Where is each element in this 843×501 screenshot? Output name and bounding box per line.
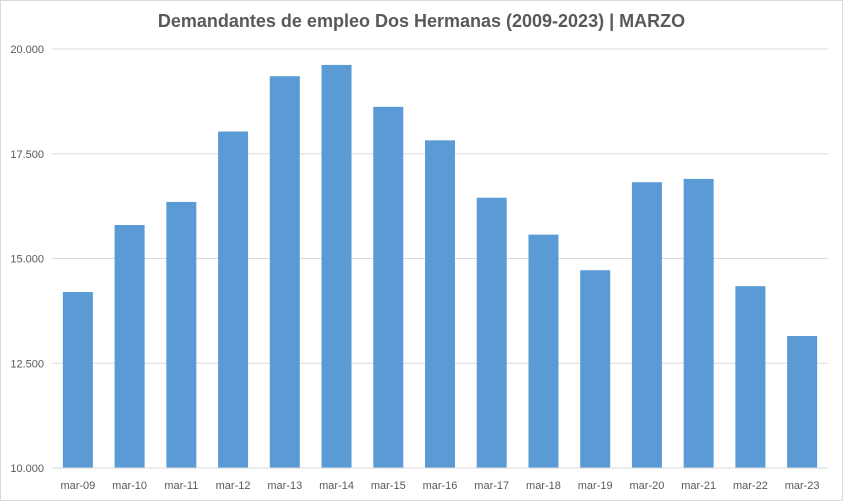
x-tick-label: mar-18 — [526, 480, 561, 492]
y-tick-label: 15.000 — [10, 254, 44, 266]
bar-mar-23 — [787, 336, 818, 468]
x-tick-label: mar-22 — [733, 480, 768, 492]
x-tick-label: mar-20 — [630, 480, 665, 492]
x-axis-ticks: mar-09 mar-10 mar-11 mar-12 mar-13 mar-14 mar-… — [60, 480, 819, 492]
bar-mar-22 — [735, 286, 766, 468]
x-tick-label: mar-16 — [423, 480, 458, 492]
x-tick-label: mar-11 — [164, 480, 198, 492]
x-tick-label: mar-09 — [60, 480, 95, 492]
bar-mar-09 — [62, 292, 93, 468]
x-tick-label: mar-13 — [267, 480, 302, 492]
y-tick-label: 17.500 — [10, 149, 44, 161]
bar-mar-20 — [631, 182, 662, 468]
x-tick-label: mar-14 — [319, 480, 354, 492]
x-tick-label: mar-21 — [681, 480, 716, 492]
y-axis-ticks: 10.000 12.500 15.000 17.500 20.000 — [10, 44, 44, 475]
y-tick-label: 12.500 — [10, 358, 44, 370]
x-tick-label: mar-19 — [578, 480, 613, 492]
y-tick-label: 20.000 — [10, 44, 44, 56]
bar-mar-18 — [528, 234, 559, 468]
bar-mar-10 — [114, 224, 145, 468]
bar-mar-19 — [580, 270, 611, 468]
bar-mar-15 — [373, 106, 404, 469]
bar-mar-13 — [269, 76, 300, 469]
x-tick-label: mar-12 — [216, 480, 251, 492]
bar-mar-17 — [476, 197, 507, 468]
x-tick-label: mar-15 — [371, 480, 406, 492]
chart-title: Demandantes de empleo Dos Hermanas (2009… — [157, 11, 686, 31]
bars — [62, 64, 818, 469]
bar-mar-16 — [424, 140, 456, 469]
x-tick-label: mar-10 — [112, 480, 147, 492]
x-tick-label: mar-17 — [474, 480, 509, 492]
x-tick-label: mar-23 — [785, 480, 820, 492]
y-tick-label: 10.000 — [10, 463, 44, 475]
bar-mar-14 — [321, 64, 352, 468]
bar-mar-11 — [166, 201, 197, 468]
bar-mar-21 — [683, 178, 714, 468]
bar-mar-12 — [218, 131, 249, 468]
